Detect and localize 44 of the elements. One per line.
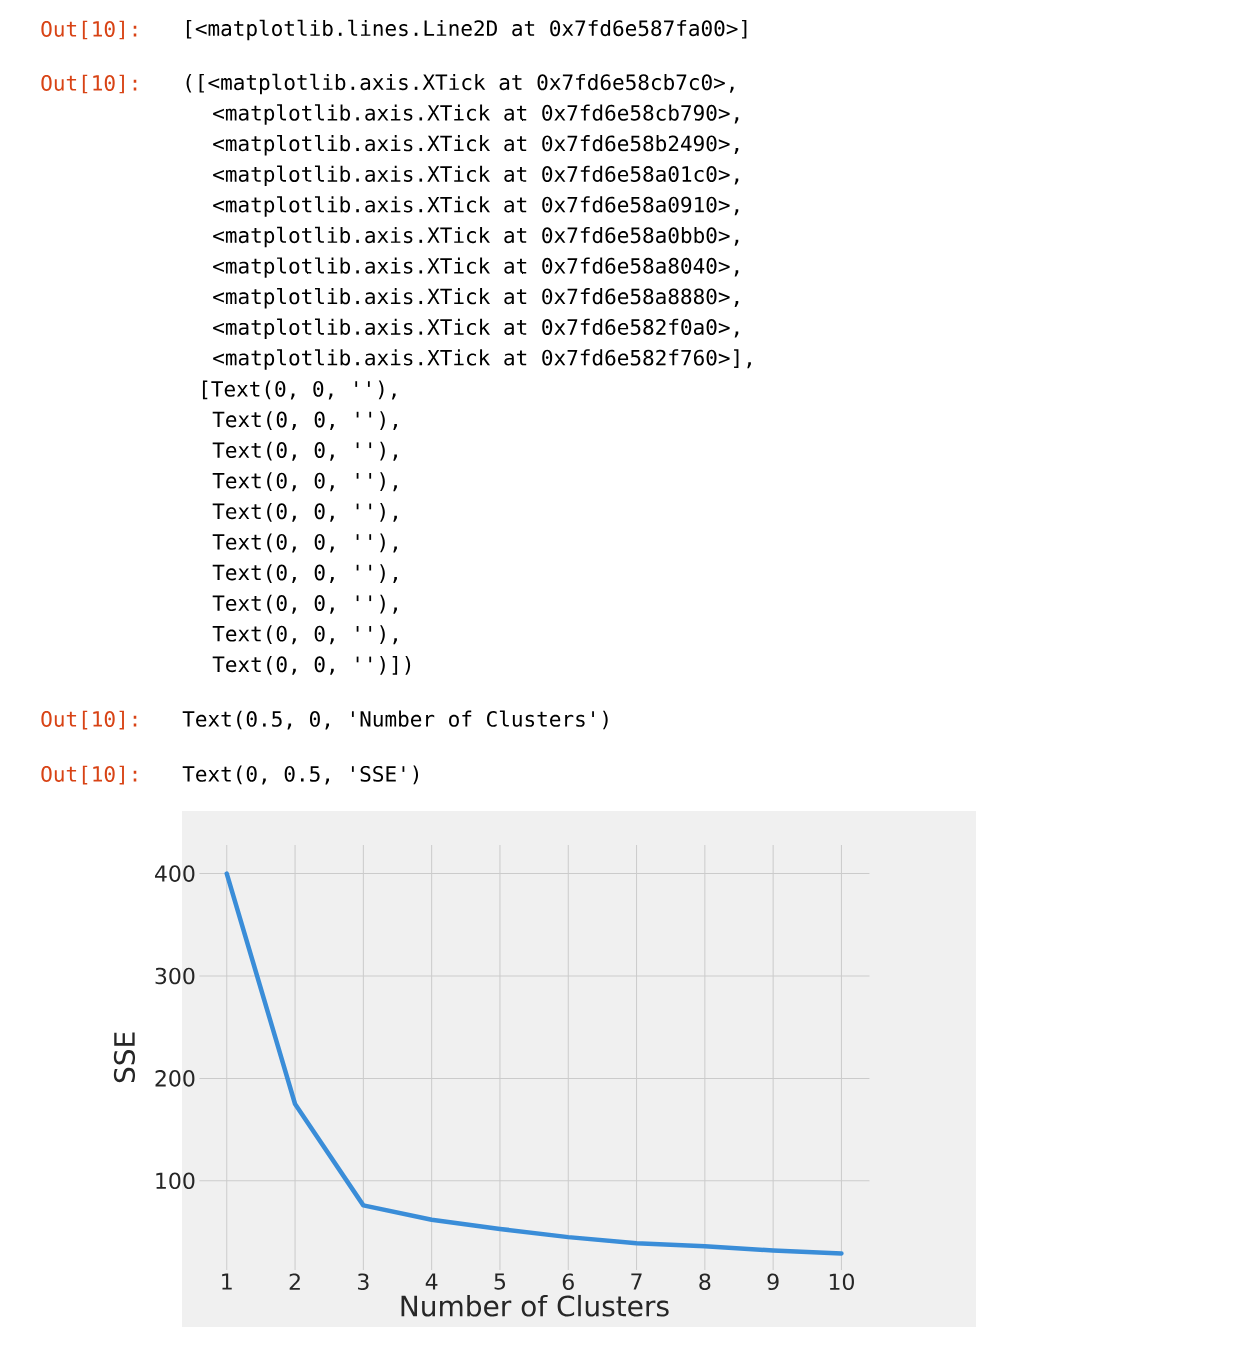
text: <matplotlib.axis.XTick at 0x7fd6e58a8880>, xyxy=(213,287,739,309)
text: Text(0, 0, ''), xyxy=(212,594,397,614)
text: <matplotlib.axis.XTick at 0x7fd6e58a0bb0>, xyxy=(213,226,739,248)
text: <matplotlib.axis.XTick at 0x7fd6e582f760>], xyxy=(213,349,751,370)
x-tick-label: 9 xyxy=(767,1273,779,1291)
text: ([<matplotlib.axis.XTick at 0x7fd6e58cb7c0>, xyxy=(186,73,734,95)
text: <matplotlib.axis.XTick at 0x7fd6e582f0a0>, xyxy=(213,318,739,340)
text: <matplotlib.axis.XTick at 0x7fd6e58b2490>, xyxy=(213,134,739,156)
text: Text(0, 0, ''), xyxy=(212,502,397,522)
text: Text(0, 0, ''), xyxy=(212,472,397,492)
text: <matplotlib.axis.XTick at 0x7fd6e58cb790>, xyxy=(213,104,739,125)
text: Text(0, 0.5, 'SSE') xyxy=(182,765,419,785)
text: Text(0, 0, ''), xyxy=(212,411,397,431)
y-tick-label: 200 xyxy=(155,1070,195,1087)
x-tick-label: 6 xyxy=(562,1273,574,1291)
x-tick-label: 4 xyxy=(425,1273,438,1290)
text: Text(0, 0, ''), xyxy=(212,533,397,553)
x-tick-label: 7 xyxy=(631,1273,642,1290)
x-tick-label: 1 xyxy=(222,1273,232,1290)
x-tick-label: 5 xyxy=(494,1273,506,1290)
text: <matplotlib.axis.XTick at 0x7fd6e58a0910>, xyxy=(213,196,739,217)
text: [<matplotlib.lines.Line2D at 0x7fd6e587fa00>] xyxy=(186,19,747,41)
text: Text(0, 0, ''), xyxy=(212,564,397,584)
text: Text(0, 0, ''), xyxy=(212,625,397,645)
y-axis-title: SSE xyxy=(113,1032,136,1083)
x-axis-title: Number of Clusters xyxy=(401,1294,669,1317)
text: Out[10]: xyxy=(41,20,137,40)
x-tick-label: 2 xyxy=(289,1273,300,1290)
x-tick-label: 8 xyxy=(699,1273,711,1291)
y-tick-label: 100 xyxy=(156,1172,195,1190)
text: Out[10]: xyxy=(41,74,137,94)
x-tick-label: 3 xyxy=(358,1273,369,1291)
text: Out[10]: xyxy=(41,765,137,785)
text: Text(0, 0, '')]) xyxy=(212,655,411,675)
y-tick-label: 400 xyxy=(154,865,195,882)
text: <matplotlib.axis.XTick at 0x7fd6e58a8040>, xyxy=(213,257,739,278)
y-tick-label: 300 xyxy=(155,967,195,985)
text: Text(0.5, 0, 'Number of Clusters') xyxy=(182,710,608,730)
x-tick-label: 10 xyxy=(829,1273,854,1291)
line-series xyxy=(224,871,844,1256)
text: <matplotlib.axis.XTick at 0x7fd6e58a01c0>, xyxy=(213,165,739,187)
text: Text(0, 0, ''), xyxy=(212,441,397,461)
text: [Text(0, 0, ''), xyxy=(202,380,396,400)
text: Out[10]: xyxy=(41,710,137,730)
